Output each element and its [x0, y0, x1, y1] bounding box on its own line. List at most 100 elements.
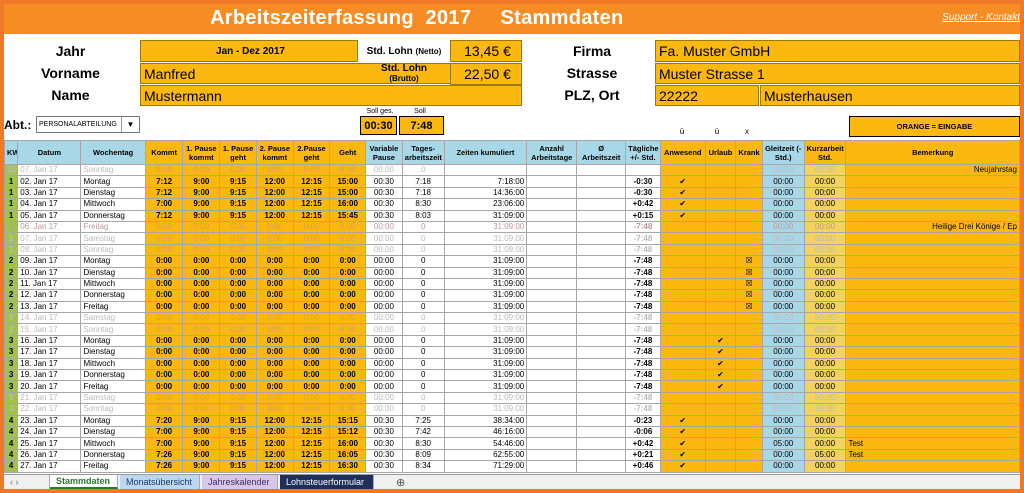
- cell-kr[interactable]: [735, 323, 763, 336]
- cell-bm[interactable]: Heilige Drei Könige / Ep: [845, 220, 1020, 234]
- cell-p2k[interactable]: 0:00: [255, 266, 294, 279]
- soll-field[interactable]: 7:48: [399, 116, 444, 135]
- cell-kr[interactable]: [735, 163, 763, 177]
- cell-gz[interactable]: 00:00: [761, 369, 805, 382]
- cell-k[interactable]: 0:00: [144, 312, 184, 325]
- cell-kr[interactable]: [735, 198, 763, 211]
- cell-p1g[interactable]: 0:00: [219, 334, 257, 348]
- cell-g[interactable]: 0:00: [329, 243, 367, 257]
- cell-bm[interactable]: [845, 414, 1020, 428]
- cell-an[interactable]: [659, 289, 706, 302]
- cell-gz[interactable]: 00:00: [761, 232, 805, 245]
- cell-p2k[interactable]: 0:00: [255, 346, 294, 359]
- cell-p1k[interactable]: 9:00: [182, 425, 221, 439]
- cell-p2g[interactable]: 0:00: [292, 357, 331, 371]
- cell-p1k[interactable]: 9:00: [182, 437, 221, 450]
- cell-gz[interactable]: 00:00: [761, 334, 805, 348]
- cell-p1g[interactable]: 9:15: [219, 186, 257, 200]
- cell-bm[interactable]: [845, 334, 1020, 348]
- cell-an[interactable]: [659, 255, 706, 268]
- cell-p1g[interactable]: 0:00: [219, 312, 257, 325]
- cell-k[interactable]: 0:00: [144, 403, 184, 416]
- cell-k[interactable]: 0:00: [144, 289, 184, 302]
- cell-an[interactable]: [659, 266, 706, 279]
- cell-p2g[interactable]: 0:00: [292, 255, 331, 268]
- name-field[interactable]: Mustermann: [140, 85, 522, 106]
- cell-kb[interactable]: 00:00: [803, 460, 847, 473]
- cell-kr[interactable]: [735, 369, 763, 382]
- cell-an[interactable]: [659, 346, 706, 359]
- cell-p1k[interactable]: 0:00: [182, 277, 221, 291]
- cell-kb[interactable]: 00:00: [803, 266, 847, 279]
- cell-p1g[interactable]: 9:15: [219, 437, 257, 450]
- cell-p2g[interactable]: 12:15: [292, 448, 331, 462]
- cell-gz[interactable]: 00:00: [761, 277, 805, 291]
- cell-p2g[interactable]: 0:00: [292, 346, 331, 359]
- cell-kr[interactable]: ☒: [735, 277, 763, 291]
- cell-p2g[interactable]: 12:15: [292, 198, 331, 211]
- cell-kb[interactable]: 00:00: [803, 300, 847, 314]
- cell-bm[interactable]: [845, 369, 1020, 382]
- cell-an[interactable]: ✔: [659, 437, 706, 450]
- cell-an[interactable]: [659, 163, 706, 177]
- cell-k[interactable]: 7:12: [144, 209, 184, 222]
- cell-p2k[interactable]: 0:00: [255, 300, 294, 314]
- cell-k[interactable]: 0:00: [144, 391, 184, 405]
- cell-an[interactable]: [659, 369, 706, 382]
- cell-bm[interactable]: [845, 391, 1020, 405]
- cell-p2k[interactable]: 12:00: [255, 460, 294, 473]
- cell-p2k[interactable]: 0:00: [255, 255, 294, 268]
- cell-p1k[interactable]: 9:00: [182, 414, 221, 428]
- cell-p2k[interactable]: 12:00: [255, 175, 294, 188]
- cell-p1k[interactable]: 0:00: [182, 289, 221, 302]
- tab-jahreskalender[interactable]: Jahreskalender: [202, 475, 278, 489]
- cell-p2g[interactable]: 0:00: [292, 369, 331, 382]
- jahr-field[interactable]: Jan - Dez 2017: [140, 40, 358, 62]
- cell-ur[interactable]: [704, 323, 737, 336]
- cell-kb[interactable]: 00:00: [803, 403, 847, 416]
- cell-g[interactable]: 0:00: [329, 232, 367, 245]
- cell-an[interactable]: ✔: [659, 186, 706, 200]
- cell-p2g[interactable]: 0:00: [292, 277, 331, 291]
- cell-p1g[interactable]: 9:15: [219, 448, 257, 462]
- cell-kr[interactable]: [735, 414, 763, 428]
- cell-p1k[interactable]: 0:00: [182, 255, 221, 268]
- cell-an[interactable]: [659, 391, 706, 405]
- cell-p1g[interactable]: 0:00: [219, 289, 257, 302]
- cell-kr[interactable]: [735, 448, 763, 462]
- cell-bm[interactable]: [845, 289, 1020, 302]
- cell-an[interactable]: [659, 334, 706, 348]
- cell-ur[interactable]: [704, 403, 737, 416]
- cell-g[interactable]: 15:00: [329, 186, 367, 200]
- cell-bm[interactable]: [845, 277, 1020, 291]
- cell-kb[interactable]: 00:00: [803, 186, 847, 200]
- cell-bm[interactable]: [845, 198, 1020, 211]
- cell-gz[interactable]: 00:00: [761, 460, 805, 473]
- std-lohn-netto-field[interactable]: 13,45 €: [450, 40, 522, 62]
- cell-an[interactable]: [659, 277, 706, 291]
- cell-p2k[interactable]: 0:00: [255, 312, 294, 325]
- cell-p1k[interactable]: 0:00: [182, 163, 221, 177]
- cell-p1k[interactable]: 0:00: [182, 391, 221, 405]
- cell-bm[interactable]: [845, 243, 1020, 257]
- cell-gz[interactable]: 00:00: [761, 175, 805, 188]
- cell-an[interactable]: [659, 220, 706, 234]
- soll-pause-field[interactable]: 00:30: [360, 116, 397, 135]
- cell-g[interactable]: 0:00: [329, 289, 367, 302]
- cell-k[interactable]: 7:12: [144, 175, 184, 188]
- cell-kr[interactable]: [735, 391, 763, 405]
- cell-k[interactable]: 0:00: [144, 300, 184, 314]
- cell-gz[interactable]: 00:00: [761, 448, 805, 462]
- cell-g[interactable]: 16:00: [329, 437, 367, 450]
- cell-an[interactable]: [659, 323, 706, 336]
- cell-p1k[interactable]: 0:00: [182, 312, 221, 325]
- cell-kr[interactable]: ☒: [735, 300, 763, 314]
- cell-kr[interactable]: [735, 437, 763, 450]
- cell-bm[interactable]: [845, 323, 1020, 336]
- cell-kb[interactable]: 00:00: [803, 243, 847, 257]
- cell-p2g[interactable]: 12:15: [292, 437, 331, 450]
- cell-p1k[interactable]: 9:00: [182, 460, 221, 473]
- cell-g[interactable]: 0:00: [329, 266, 367, 279]
- cell-bm[interactable]: [845, 380, 1020, 393]
- cell-p2k[interactable]: 0:00: [255, 232, 294, 245]
